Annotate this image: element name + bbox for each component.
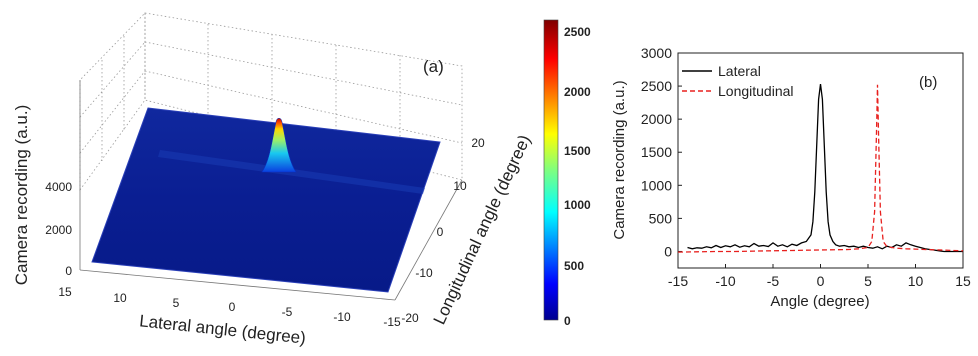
panel-b-y-axis-label: Camera recording (a.u.) bbox=[611, 80, 628, 239]
y-axis: 20 10 0 -10 -20 bbox=[401, 136, 485, 325]
y-tick-label: 500 bbox=[649, 210, 673, 226]
panel-b-plot-frame bbox=[677, 52, 964, 269]
surface-peak bbox=[261, 117, 297, 173]
panel-a-box bbox=[79, 12, 463, 301]
y-tick-label: -10 bbox=[415, 266, 433, 280]
x-tick-label: 10 bbox=[113, 291, 127, 305]
x-tick-label: -15 bbox=[668, 273, 688, 289]
colorbar-ticks: 2500 2000 1500 1000 500 0 bbox=[564, 25, 591, 328]
z-tick-label: 4000 bbox=[45, 180, 72, 194]
panel-b-y-axis: 3000 2500 2000 1500 1000 500 0 bbox=[641, 45, 682, 259]
panel-b-x-axis-label: Angle (degree) bbox=[770, 293, 869, 310]
y-tick-label: 2000 bbox=[641, 111, 672, 127]
colorbar-tick-label: 2000 bbox=[564, 85, 591, 99]
panel-a-label: (a) bbox=[423, 57, 444, 76]
colorbar-gradient bbox=[543, 19, 559, 321]
x-tick-label: -10 bbox=[715, 273, 735, 289]
z-axis: 4000 2000 0 bbox=[45, 180, 72, 278]
x-axis: 15 10 5 0 -5 -10 -15 bbox=[58, 285, 401, 329]
y-axis-label: Longitudinal angle (degree) bbox=[430, 132, 535, 328]
panel-b-x-axis: -15 -10 -5 0 5 10 15 bbox=[668, 264, 971, 289]
colorbar-tick-label: 2500 bbox=[564, 25, 591, 39]
y-tick-label: 3000 bbox=[641, 45, 672, 61]
y-tick-label: 20 bbox=[471, 136, 485, 150]
z-tick-label: 2000 bbox=[45, 223, 72, 237]
panel-a: 4000 2000 0 Camera recording (a.u.) 15 1… bbox=[12, 12, 535, 348]
z-tick-label: 0 bbox=[65, 264, 72, 278]
panel-b-label: (b) bbox=[919, 74, 937, 91]
colorbar-tick-label: 500 bbox=[564, 259, 584, 273]
x-tick-label: -5 bbox=[767, 273, 780, 289]
y-tick-label: 2500 bbox=[641, 78, 672, 94]
x-tick-label: 5 bbox=[864, 273, 872, 289]
series-line-lateral bbox=[687, 84, 963, 253]
y-tick-label: 0 bbox=[664, 243, 672, 259]
panel-b-legend: Lateral Longitudinal bbox=[682, 63, 794, 99]
x-tick-label: 10 bbox=[908, 273, 924, 289]
legend-label-longitudinal: Longitudinal bbox=[718, 83, 794, 99]
x-tick-label: 0 bbox=[229, 300, 236, 314]
y-tick-label: -20 bbox=[401, 311, 419, 325]
colorbar-tick-label: 1500 bbox=[564, 144, 591, 158]
surface-floor bbox=[91, 107, 441, 293]
x-tick-label: 5 bbox=[173, 296, 180, 310]
series-line-longitudinal bbox=[677, 84, 964, 253]
x-tick-label: 0 bbox=[817, 273, 825, 289]
x-tick-label: 15 bbox=[955, 273, 971, 289]
y-tick-label: 0 bbox=[437, 225, 444, 239]
panel-b: Camera recording (a.u.) 3000250020001500… bbox=[611, 45, 971, 310]
z-axis-label: Camera recording (a.u.) bbox=[12, 105, 31, 285]
colorbar-tick-label: 1000 bbox=[564, 198, 591, 212]
legend-label-lateral: Lateral bbox=[718, 63, 761, 79]
y-tick-label: 10 bbox=[453, 179, 467, 193]
panel-b-series bbox=[677, 84, 964, 253]
colorbar-tick-label: 0 bbox=[564, 314, 571, 328]
y-tick-label: 1000 bbox=[641, 177, 672, 193]
x-tick-label: -10 bbox=[333, 310, 351, 324]
x-tick-label: 15 bbox=[58, 285, 72, 299]
x-tick-label: -5 bbox=[282, 305, 293, 319]
x-tick-label: -15 bbox=[383, 315, 401, 329]
y-tick-label: 1500 bbox=[641, 144, 672, 160]
colorbar: 2500 2000 1500 1000 500 0 bbox=[543, 19, 591, 328]
